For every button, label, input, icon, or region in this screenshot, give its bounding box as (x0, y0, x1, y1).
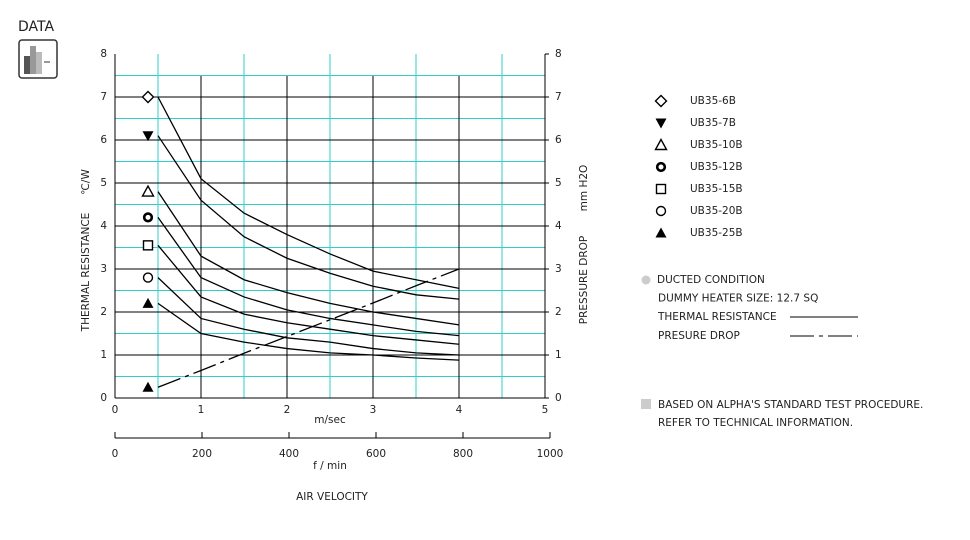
data-icon (18, 39, 58, 79)
x2-tick-label: 0 (112, 448, 119, 460)
footnote: BASED ON ALPHA'S STANDARD TEST PROCEDURE… (658, 399, 923, 411)
x-axis-title: AIR VELOCITY (296, 491, 368, 503)
x-tick-label: 1 (198, 404, 205, 416)
x2-tick-label: 200 (192, 448, 212, 460)
y-axis-label: THERMAL RESISTANCE (80, 213, 92, 333)
marker (142, 131, 154, 142)
legend-label: UB35-12B (690, 161, 743, 173)
marker (142, 297, 154, 308)
y-tick-label: 2 (100, 306, 107, 318)
note-bullet (641, 399, 651, 409)
y2-axis-unit: mm H2O (578, 165, 590, 212)
marker (141, 90, 155, 104)
y-tick-label: 3 (100, 263, 107, 275)
y-tick-label: 6 (100, 134, 107, 146)
x2-axis-label: f / min (313, 460, 347, 472)
line-key-label: PRESURE DROP (658, 330, 740, 342)
y-tick-label: 1 (100, 349, 107, 361)
marker (654, 138, 668, 151)
x-tick-label: 3 (370, 404, 377, 416)
series-line (157, 191, 460, 326)
page-title: DATA (18, 19, 54, 35)
y2-tick-label: 8 (555, 48, 562, 60)
footnote: REFER TO TECHNICAL INFORMATION. (658, 417, 853, 429)
series-line (157, 277, 460, 356)
series-line (157, 244, 460, 345)
y-tick-label: 8 (100, 48, 107, 60)
series-line (157, 96, 460, 289)
x-tick-label: 5 (542, 404, 549, 416)
y-tick-label: 0 (100, 392, 107, 404)
marker (142, 212, 154, 223)
marker (655, 227, 667, 238)
x-tick-label: 4 (456, 404, 463, 416)
series-line (157, 217, 460, 337)
marker (142, 240, 154, 251)
marker (142, 272, 154, 283)
y2-tick-label: 6 (555, 134, 562, 146)
y2-tick-label: 3 (555, 263, 562, 275)
y2-tick-label: 5 (555, 177, 562, 189)
legend-label: UB35-7B (690, 117, 736, 129)
x2-tick-label: 400 (279, 448, 299, 460)
x-tick-label: 0 (112, 404, 119, 416)
note: DUCTED CONDITION (657, 274, 765, 286)
x2-tick-label: 1000 (537, 448, 564, 460)
y2-axis-label: PRESSURE DROP (578, 236, 590, 325)
series-line (157, 135, 460, 300)
marker (141, 184, 155, 197)
legend-label: UB35-6B (690, 95, 736, 107)
note: DUMMY HEATER SIZE: 12.7 SQ (658, 293, 818, 305)
y2-tick-label: 1 (555, 349, 562, 361)
y-axis-unit: ℃/W (80, 169, 92, 195)
marker (655, 118, 667, 129)
note-bullet (641, 275, 651, 285)
marker (654, 94, 668, 108)
y-tick-label: 7 (100, 91, 107, 103)
x2-tick-label: 600 (366, 448, 386, 460)
legend-label: UB35-10B (690, 139, 743, 151)
x2-tick-label: 800 (453, 448, 473, 460)
marker (655, 205, 667, 217)
x-axis-label: m/sec (314, 414, 346, 426)
x-tick-label: 2 (284, 404, 291, 416)
y-tick-label: 5 (100, 177, 107, 189)
marker (655, 183, 667, 195)
line-key-label: THERMAL RESISTANCE (657, 311, 777, 323)
marker (655, 161, 667, 173)
legend-label: UB35-25B (690, 227, 743, 239)
series-line (157, 302, 460, 361)
pressure-line (157, 268, 460, 388)
marker (142, 381, 154, 392)
legend-label: UB35-15B (690, 183, 743, 195)
legend-label: UB35-20B (690, 205, 743, 217)
y2-tick-label: 2 (555, 306, 562, 318)
y-tick-label: 4 (100, 220, 107, 232)
y2-tick-label: 0 (555, 392, 562, 404)
y2-tick-label: 7 (555, 91, 562, 103)
y2-tick-label: 4 (555, 220, 562, 232)
